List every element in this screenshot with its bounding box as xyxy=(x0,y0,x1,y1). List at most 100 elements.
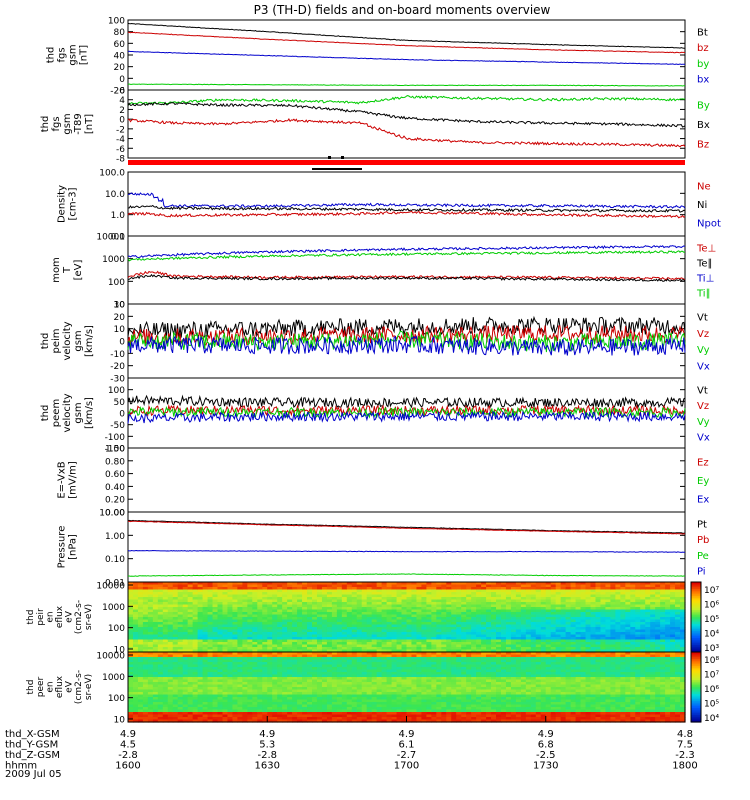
spectrogram-cell xyxy=(356,592,363,596)
spectrogram-cell xyxy=(560,604,567,608)
spectrogram-cell xyxy=(262,587,268,591)
spectrogram-cell xyxy=(411,587,418,591)
spectrogram-cell xyxy=(326,687,333,691)
spectrogram-cell xyxy=(680,639,686,643)
spectrogram-cell xyxy=(227,702,234,706)
spectrogram-cell xyxy=(321,632,328,636)
spectrogram-cell xyxy=(670,639,676,643)
spectrogram-cell xyxy=(376,629,383,633)
spectrogram-cell xyxy=(645,614,651,618)
spectrogram-cell xyxy=(341,582,348,586)
spectrogram-cell xyxy=(336,689,343,693)
spectrogram-cell xyxy=(272,647,278,651)
y-axis-label-line: E=-VxB xyxy=(57,461,68,498)
spectrogram-cell xyxy=(486,609,492,613)
spectrogram-cell xyxy=(610,634,616,638)
spectrogram-cell xyxy=(222,597,229,601)
spectrogram-cell xyxy=(461,584,467,588)
spectrogram-cell xyxy=(182,684,189,688)
y-tick-label: 100 xyxy=(108,278,125,288)
spectrogram-cell xyxy=(232,694,239,698)
spectrogram-cell xyxy=(446,604,452,608)
spectrogram-cell xyxy=(426,597,432,601)
spectrogram-cell xyxy=(287,709,293,713)
spectrogram-cell xyxy=(560,627,567,631)
spectrogram-cell xyxy=(232,712,239,716)
spectrogram-cell xyxy=(192,604,199,608)
spectrogram-cell xyxy=(575,604,582,608)
spectrogram-cell xyxy=(197,707,204,711)
spectrogram-cell xyxy=(242,597,248,601)
spectrogram-cell xyxy=(202,622,209,626)
spectrogram-cell xyxy=(615,627,621,631)
spectrogram-cell xyxy=(182,719,189,723)
spectrogram-cell xyxy=(630,602,636,606)
spectrogram-cell xyxy=(232,672,239,676)
spectrogram-cell xyxy=(187,644,194,648)
spectrogram-cell xyxy=(331,629,338,633)
spectrogram-cell xyxy=(381,709,388,713)
spectrogram-cell xyxy=(192,659,199,663)
spectrogram-cell xyxy=(232,642,239,646)
spectrogram-cell xyxy=(242,697,248,701)
spectrogram-cell xyxy=(590,607,597,611)
spectrogram-cell xyxy=(321,629,328,633)
spectrogram-cell xyxy=(535,602,542,606)
spectrogram-cell xyxy=(132,617,139,621)
spectrogram-cell xyxy=(207,649,214,653)
spectrogram-cell xyxy=(496,624,502,628)
spectrogram-cell xyxy=(650,642,656,646)
spectrogram-cell xyxy=(217,629,224,633)
spectrogram-cell xyxy=(242,642,248,646)
spectrogram-cell xyxy=(252,654,258,658)
spectrogram-cell xyxy=(630,604,636,608)
spectrogram-cell xyxy=(197,612,204,616)
spectrogram-cell xyxy=(247,662,253,666)
spectrogram-cell xyxy=(346,707,353,711)
spectrogram-cell xyxy=(401,634,408,638)
spectrogram-cell xyxy=(590,629,597,633)
spectrogram-cell xyxy=(401,594,408,598)
spectrogram-cell xyxy=(312,704,318,708)
spectrogram-cell xyxy=(421,637,427,641)
spectrogram-cell xyxy=(152,689,159,693)
spectrogram-cell xyxy=(142,664,149,668)
spectrogram-cell xyxy=(451,644,457,648)
spectrogram-cell xyxy=(366,712,373,716)
spectrogram-cell xyxy=(177,662,184,666)
spectrogram-cell xyxy=(277,684,283,688)
spectrogram-cell xyxy=(436,609,442,613)
spectrogram-cell xyxy=(257,637,263,641)
spectrogram-cell xyxy=(670,649,676,653)
spectrogram-cell xyxy=(461,639,467,643)
spectrogram-cell xyxy=(366,602,373,606)
spectrogram-cell xyxy=(550,599,557,603)
spectrogram-cell xyxy=(227,714,234,718)
y-tick-label: 100 xyxy=(108,386,125,396)
spectrogram-cell xyxy=(212,699,219,703)
spectrogram-cell xyxy=(620,614,626,618)
spectrogram-cell xyxy=(152,717,159,721)
spectrogram-cell xyxy=(451,639,457,643)
spectrogram-cell xyxy=(381,639,388,643)
spectrogram-cell xyxy=(396,679,403,683)
spectrogram-cell xyxy=(167,702,174,706)
spectrogram-cell xyxy=(361,682,368,686)
spectrogram-cell xyxy=(222,619,229,623)
spectrogram-cell xyxy=(147,589,154,593)
spectrogram-cell xyxy=(312,599,318,603)
spectrogram-cell xyxy=(217,659,224,663)
spectrogram-cell xyxy=(640,627,646,631)
spectrogram-cell xyxy=(187,704,194,708)
spectrogram-cell xyxy=(540,602,547,606)
spectrogram-cell xyxy=(152,594,159,598)
spectrogram-cell xyxy=(381,707,388,711)
spectrogram-cell xyxy=(680,647,686,651)
y-tick-label: 100 xyxy=(108,17,125,27)
spectrogram-cell xyxy=(302,672,308,676)
spectrogram-cell xyxy=(242,684,248,688)
spectrogram-cell xyxy=(386,599,393,603)
spectrogram-cell xyxy=(590,644,597,648)
spectrogram-cell xyxy=(207,587,214,591)
spectrogram-cell xyxy=(142,592,149,596)
